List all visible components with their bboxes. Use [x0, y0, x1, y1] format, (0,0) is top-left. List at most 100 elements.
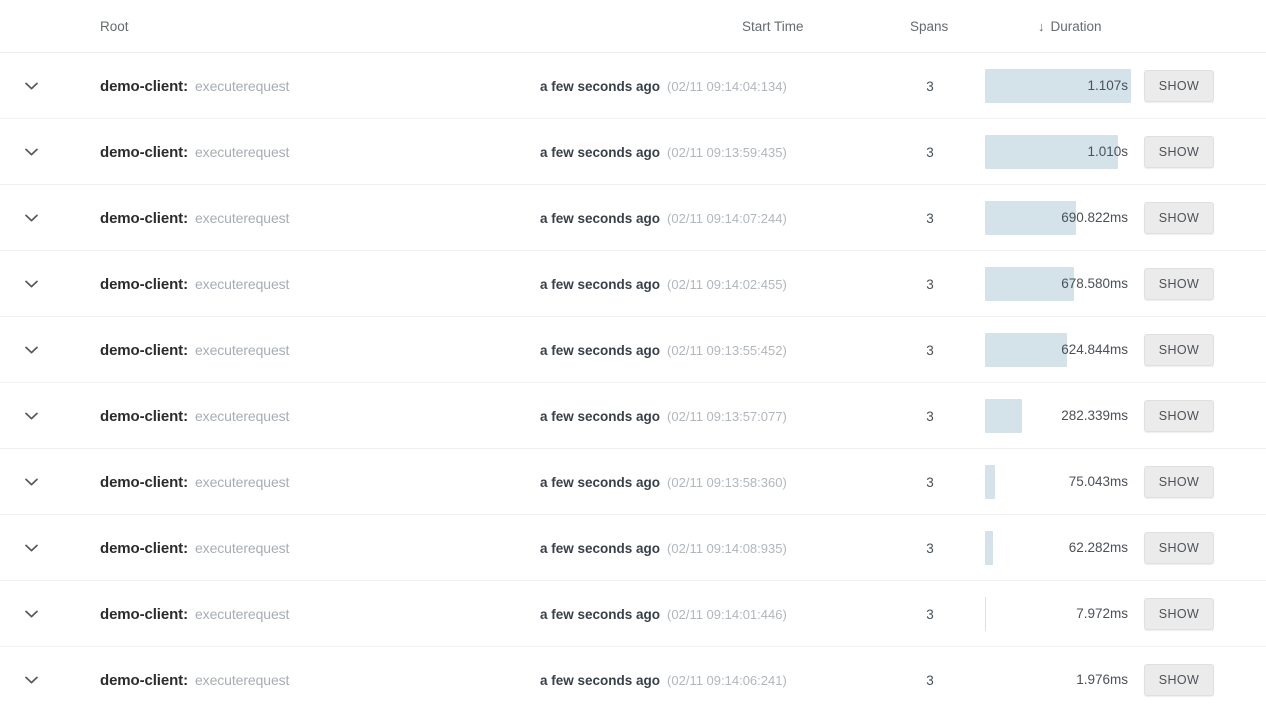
root-cell[interactable]: demo-client: executerequest [100, 581, 289, 647]
start-time-absolute: (02/11 09:13:57:077) [667, 408, 787, 424]
start-time-absolute: (02/11 09:14:04:134) [667, 78, 787, 94]
show-button[interactable]: SHOW [1144, 334, 1214, 366]
root-cell[interactable]: demo-client: executerequest [100, 53, 289, 119]
show-button[interactable]: SHOW [1144, 466, 1214, 498]
expand-row-button[interactable] [14, 119, 48, 185]
spans-count: 3 [926, 672, 934, 688]
chevron-down-icon [24, 676, 38, 684]
expand-row-button[interactable] [14, 251, 48, 317]
arrow-down-icon: ↓ [1038, 19, 1045, 34]
duration-bar [985, 399, 1022, 433]
duration-cell: 1.107s [985, 53, 1131, 119]
show-button[interactable]: SHOW [1144, 70, 1214, 102]
chevron-down-icon [24, 412, 38, 420]
expand-row-button[interactable] [14, 647, 48, 712]
root-service-name: demo-client: [100, 605, 188, 623]
start-time-relative: a few seconds ago [540, 408, 661, 424]
duration-bar-track: 75.043ms [985, 465, 1131, 499]
column-header-spans[interactable]: Spans [910, 19, 949, 34]
root-cell[interactable]: demo-client: executerequest [100, 515, 289, 581]
duration-label: 62.282ms [1068, 540, 1128, 555]
expand-row-button[interactable] [14, 317, 48, 383]
start-time-relative: a few seconds ago [540, 144, 661, 160]
start-time-relative: a few seconds ago [540, 606, 661, 622]
show-button[interactable]: SHOW [1144, 400, 1214, 432]
start-time-cell: a few seconds ago (02/11 09:14:02:455) [540, 251, 787, 317]
show-button[interactable]: SHOW [1144, 598, 1214, 630]
root-operation-name: executerequest [194, 474, 290, 490]
table-row[interactable]: demo-client: executerequest a few second… [0, 515, 1266, 581]
expand-row-button[interactable] [14, 53, 48, 119]
show-button[interactable]: SHOW [1144, 664, 1214, 696]
root-cell[interactable]: demo-client: executerequest [100, 185, 289, 251]
table-row[interactable]: demo-client: executerequest a few second… [0, 317, 1266, 383]
table-row[interactable]: demo-client: executerequest a few second… [0, 581, 1266, 647]
duration-bar [985, 135, 1118, 169]
duration-label: 624.844ms [1061, 342, 1128, 357]
chevron-down-icon [24, 544, 38, 552]
expand-row-button[interactable] [14, 449, 48, 515]
root-service-name: demo-client: [100, 539, 188, 557]
duration-cell: 7.972ms [985, 581, 1131, 647]
start-time-absolute: (02/11 09:13:59:435) [667, 144, 787, 160]
start-time-relative: a few seconds ago [540, 276, 661, 292]
duration-bar [985, 531, 993, 565]
expand-row-button[interactable] [14, 383, 48, 449]
show-button[interactable]: SHOW [1144, 532, 1214, 564]
expand-row-button[interactable] [14, 515, 48, 581]
spans-count: 3 [926, 144, 934, 160]
duration-bar-track: 282.339ms [985, 399, 1131, 433]
show-action-cell: SHOW [1144, 119, 1214, 185]
start-time-absolute: (02/11 09:14:06:241) [667, 672, 787, 688]
start-time-absolute: (02/11 09:14:07:244) [667, 210, 787, 226]
root-cell[interactable]: demo-client: executerequest [100, 317, 289, 383]
duration-bar-track: 62.282ms [985, 531, 1131, 565]
root-operation-name: executerequest [194, 210, 290, 226]
root-operation-name: executerequest [194, 144, 290, 160]
root-operation-name: executerequest [194, 540, 290, 556]
table-row[interactable]: demo-client: executerequest a few second… [0, 119, 1266, 185]
root-cell[interactable]: demo-client: executerequest [100, 383, 289, 449]
start-time-relative: a few seconds ago [540, 210, 661, 226]
table-row[interactable]: demo-client: executerequest a few second… [0, 449, 1266, 515]
table-row[interactable]: demo-client: executerequest a few second… [0, 185, 1266, 251]
root-service-name: demo-client: [100, 341, 188, 359]
show-button[interactable]: SHOW [1144, 202, 1214, 234]
chevron-down-icon [24, 478, 38, 486]
show-button[interactable]: SHOW [1144, 268, 1214, 300]
root-service-name: demo-client: [100, 275, 188, 293]
root-cell[interactable]: demo-client: executerequest [100, 251, 289, 317]
table-row[interactable]: demo-client: executerequest a few second… [0, 251, 1266, 317]
show-button[interactable]: SHOW [1144, 136, 1214, 168]
chevron-down-icon [24, 148, 38, 156]
root-service-name: demo-client: [100, 671, 188, 689]
root-cell[interactable]: demo-client: executerequest [100, 119, 289, 185]
table-row[interactable]: demo-client: executerequest a few second… [0, 647, 1266, 712]
chevron-down-icon [24, 346, 38, 354]
table-row[interactable]: demo-client: executerequest a few second… [0, 383, 1266, 449]
root-operation-name: executerequest [194, 342, 290, 358]
start-time-cell: a few seconds ago (02/11 09:14:01:446) [540, 581, 787, 647]
start-time-absolute: (02/11 09:14:02:455) [667, 276, 787, 292]
show-action-cell: SHOW [1144, 515, 1214, 581]
root-operation-name: executerequest [194, 606, 290, 622]
column-header-root[interactable]: Root [100, 19, 129, 34]
start-time-cell: a few seconds ago (02/11 09:14:08:935) [540, 515, 787, 581]
column-header-duration[interactable]: ↓ Duration [1038, 0, 1102, 53]
duration-label: 282.339ms [1061, 408, 1128, 423]
root-cell[interactable]: demo-client: executerequest [100, 647, 289, 712]
start-time-cell: a few seconds ago (02/11 09:13:57:077) [540, 383, 787, 449]
duration-label: 7.972ms [1076, 606, 1128, 621]
duration-bar [985, 597, 986, 631]
duration-label: 75.043ms [1068, 474, 1128, 489]
duration-bar [985, 465, 995, 499]
duration-bar-track: 624.844ms [985, 333, 1131, 367]
expand-row-button[interactable] [14, 581, 48, 647]
root-cell[interactable]: demo-client: executerequest [100, 449, 289, 515]
start-time-cell: a few seconds ago (02/11 09:13:58:360) [540, 449, 787, 515]
spans-count: 3 [926, 342, 934, 358]
table-row[interactable]: demo-client: executerequest a few second… [0, 53, 1266, 119]
expand-row-button[interactable] [14, 185, 48, 251]
column-header-start-time[interactable]: Start Time [742, 19, 804, 34]
